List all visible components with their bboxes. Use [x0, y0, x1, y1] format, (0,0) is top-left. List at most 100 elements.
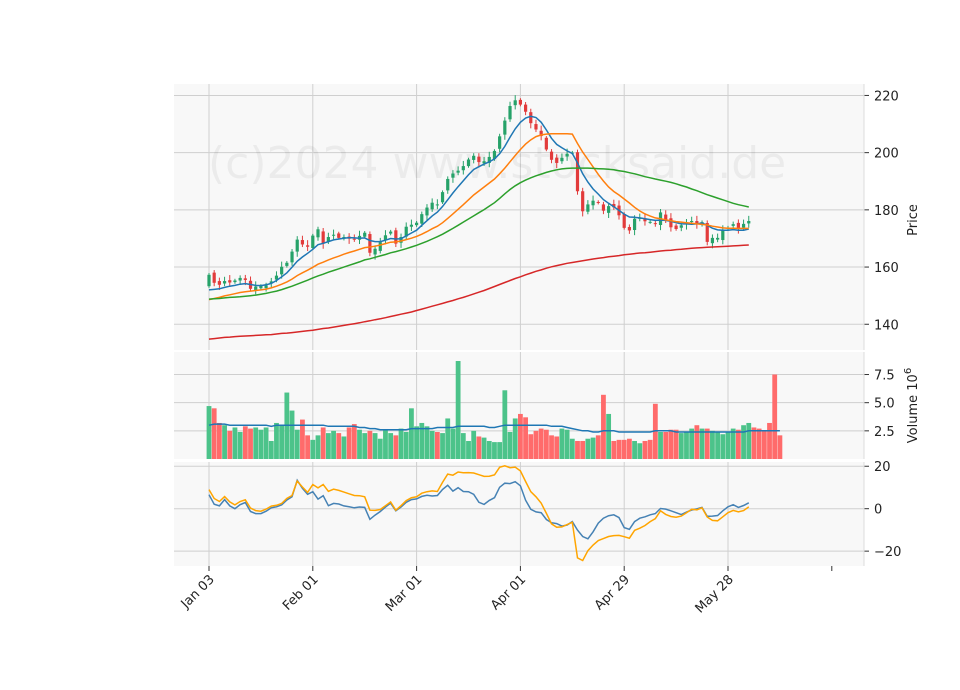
- volume-bar: [320, 427, 326, 459]
- volume-bar: [248, 428, 253, 459]
- candle-body: [539, 130, 543, 137]
- candle-body: [290, 251, 294, 263]
- candle-body: [466, 159, 471, 167]
- volume-bar: [310, 439, 316, 459]
- volume-bar: [232, 427, 238, 459]
- candle-body: [664, 214, 668, 221]
- price-axis-label: Price: [906, 204, 921, 236]
- price-ma-line-4: [208, 244, 749, 340]
- volume-bar: [725, 431, 731, 459]
- volume-bar: [294, 429, 300, 459]
- candle-body: [435, 204, 439, 206]
- volume-bar: [268, 440, 274, 459]
- candle-body: [352, 238, 356, 240]
- candle-body: [207, 274, 211, 287]
- candle-body: [674, 225, 678, 230]
- candle-body: [622, 213, 626, 228]
- x-tick-label: Mar 01: [383, 572, 426, 615]
- candle-body: [394, 230, 398, 244]
- candle-body: [581, 191, 585, 212]
- volume-bar: [761, 430, 767, 459]
- candle-body: [736, 222, 740, 229]
- candle-body: [238, 277, 242, 281]
- volume-bar: [741, 425, 746, 459]
- volume-bar: [756, 428, 762, 459]
- volume-bar: [673, 429, 679, 459]
- candle-body: [254, 286, 258, 291]
- volume-bar: [518, 413, 523, 459]
- volume-bar: [450, 428, 456, 459]
- price-ma-line-2: [208, 133, 749, 301]
- candle-body: [331, 234, 336, 236]
- candle-body: [306, 245, 310, 247]
- volume-bar: [538, 428, 544, 459]
- candle-body: [529, 112, 533, 124]
- volume-bar: [569, 438, 575, 459]
- volume-bar: [341, 436, 347, 459]
- volume-bar: [471, 430, 477, 459]
- candle-body: [404, 226, 408, 237]
- volume-bar: [367, 430, 373, 459]
- osc-y-tick-label: 20: [874, 460, 891, 475]
- x-tick-label: Jan 03: [178, 572, 218, 612]
- candle-body: [596, 201, 600, 203]
- candle-body: [492, 150, 497, 160]
- candle-body: [399, 237, 403, 243]
- volume-bar: [528, 434, 534, 459]
- candle-body: [217, 281, 221, 285]
- volume-bar: [315, 435, 321, 459]
- candle-body: [534, 124, 538, 130]
- candle-body: [632, 218, 637, 231]
- candle-body: [586, 204, 590, 212]
- candle-body: [575, 152, 580, 192]
- candle-body: [259, 285, 263, 289]
- candle-body: [264, 285, 268, 289]
- candle-body: [513, 100, 517, 106]
- volume-bar: [455, 361, 461, 459]
- price-y-tick-label: 220: [874, 89, 899, 104]
- osc-y-tick-label: −20: [874, 545, 901, 560]
- volume-bar: [533, 430, 539, 459]
- volume-bar: [684, 431, 689, 459]
- candle-body: [669, 218, 673, 228]
- candle-body: [430, 202, 434, 210]
- volume-bar: [372, 433, 378, 459]
- candle-body: [716, 237, 720, 240]
- volume-bar: [735, 429, 741, 459]
- volume-bar: [227, 430, 233, 459]
- candle-body: [243, 278, 247, 280]
- candle-body: [653, 223, 657, 225]
- volume-bar: [626, 438, 632, 459]
- volume-bar: [263, 427, 269, 459]
- candle-body: [607, 206, 611, 213]
- volume-bar: [424, 426, 430, 459]
- candle-body: [721, 230, 725, 241]
- candle-body: [378, 242, 382, 251]
- candle-body: [311, 235, 315, 249]
- candle-body: [363, 232, 367, 237]
- candle-body: [212, 272, 216, 283]
- osc-panel-bg: [174, 462, 864, 566]
- candle-body: [549, 151, 554, 160]
- volume-axis-label: Volume 106: [903, 368, 921, 443]
- candle-body: [456, 170, 460, 173]
- volume-bar: [289, 410, 295, 459]
- volume-bar: [523, 417, 528, 459]
- volume-bar: [611, 440, 617, 459]
- candle-body: [321, 231, 325, 244]
- x-tick-label: Apr 01: [488, 572, 529, 613]
- volume-bar: [331, 430, 336, 459]
- volume-bar: [434, 431, 440, 459]
- candle-body: [482, 161, 486, 164]
- volume-bar: [595, 435, 601, 459]
- candle-body: [518, 99, 522, 105]
- volume-bar: [300, 419, 305, 459]
- candle-body: [326, 237, 330, 242]
- volume-bar: [403, 431, 409, 459]
- volume-bar: [466, 440, 471, 459]
- volume-bar: [704, 428, 710, 459]
- volume-bar: [414, 426, 419, 459]
- volume-y-tick-label: 2.5: [874, 425, 895, 440]
- volume-bar: [606, 413, 612, 459]
- candle-body: [280, 266, 284, 275]
